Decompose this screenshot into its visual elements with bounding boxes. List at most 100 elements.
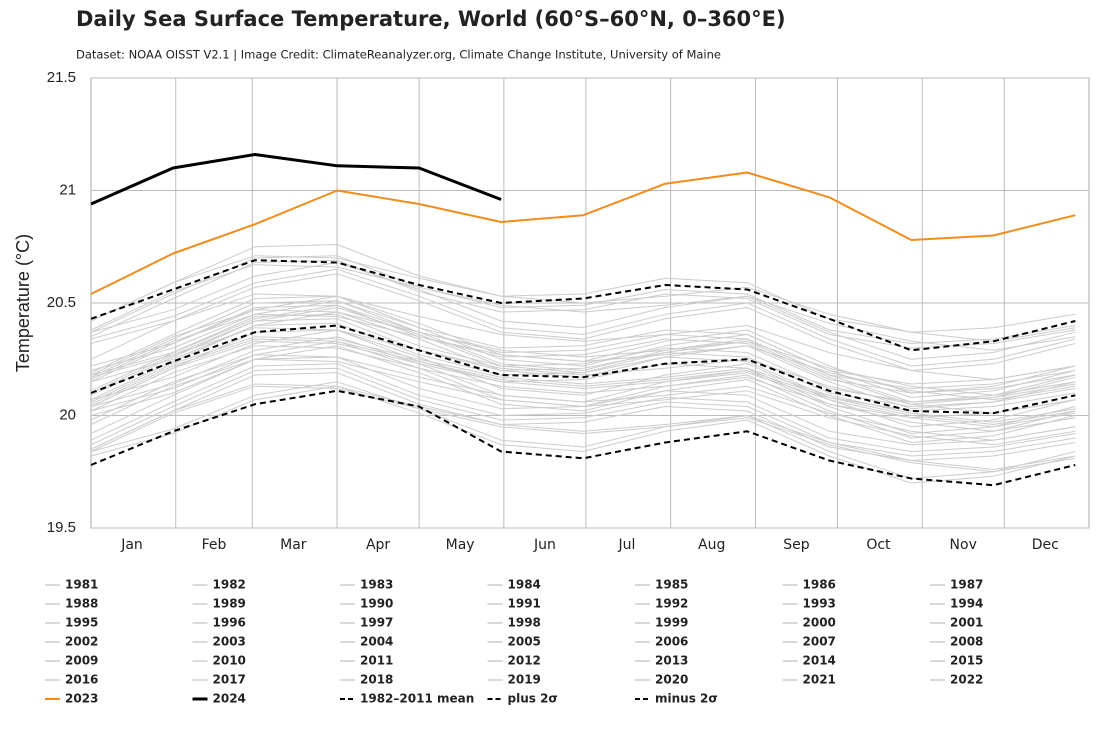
x-tick-label: Oct	[866, 537, 891, 553]
series-line	[90, 300, 1076, 398]
x-tick-label: Jun	[533, 537, 556, 553]
legend-label: 2024	[213, 692, 246, 706]
x-tick-label: Mar	[280, 537, 307, 553]
legend-label: 1992	[655, 597, 688, 611]
series-line	[90, 329, 1076, 428]
legend-label: 1982–2011 mean	[360, 692, 474, 706]
legend-label: 1986	[803, 578, 836, 592]
series-line	[90, 327, 1076, 414]
series-line	[90, 336, 1076, 423]
legend-label: 2021	[803, 673, 836, 687]
legend-label: 2011	[360, 654, 393, 668]
legend-label: 2012	[508, 654, 541, 668]
legend-label: 1989	[213, 597, 246, 611]
legend-label: 2019	[508, 673, 541, 687]
x-tick-label: Jan	[120, 537, 143, 553]
legend-label: 2005	[508, 635, 541, 649]
series-line	[90, 385, 1076, 484]
series-line	[90, 244, 1076, 333]
y-tick-label: 19.5	[47, 519, 76, 536]
series-line	[90, 295, 1076, 394]
series-line	[90, 324, 1076, 415]
legend-label: 2008	[950, 635, 983, 649]
legend-label: 1997	[360, 616, 393, 630]
series-line	[90, 367, 1076, 457]
series-line	[90, 318, 1076, 407]
y-axis-label: Temperature (°C)	[13, 234, 33, 372]
legend-label: 2023	[65, 692, 98, 706]
legend-label: 1982	[213, 578, 246, 592]
legend-label: 1984	[508, 578, 541, 592]
legend-label: 2007	[803, 635, 836, 649]
y-tick-label: 21	[59, 181, 76, 198]
legend-label: 1998	[508, 616, 541, 630]
series-line	[90, 259, 1076, 352]
legend-label: 1981	[65, 578, 98, 592]
legend-label: 1999	[655, 616, 688, 630]
legend-label: 2022	[950, 673, 983, 687]
x-tick-label: Nov	[950, 537, 977, 553]
legend-label: 2000	[803, 616, 836, 630]
legend-label: minus 2σ	[655, 692, 718, 706]
legend-label: 2013	[655, 654, 688, 668]
legend-label: 1983	[360, 578, 393, 592]
legend-label: 2001	[950, 616, 983, 630]
legend-label: 2006	[655, 635, 688, 649]
chart-title: Daily Sea Surface Temperature, World (60…	[76, 7, 786, 31]
legend-label: 1985	[655, 578, 688, 592]
x-tick-label: Dec	[1032, 537, 1059, 553]
legend-label: 1987	[950, 578, 983, 592]
series-line	[90, 264, 1076, 351]
series-line	[90, 322, 1076, 412]
series-line	[90, 304, 1076, 403]
legend-label: 1994	[950, 597, 983, 611]
legend-label: 1988	[65, 597, 98, 611]
series-line	[90, 389, 1076, 487]
legend-label: 2020	[655, 673, 688, 687]
series-line	[90, 273, 1076, 371]
x-tick-label: Feb	[202, 537, 227, 553]
y-tick-label: 21.5	[47, 69, 76, 86]
legend-label: 1993	[803, 597, 836, 611]
series-line	[90, 345, 1076, 432]
series-line	[90, 259, 1076, 349]
x-tick-label: May	[446, 537, 475, 553]
legend-label: 1990	[360, 597, 393, 611]
series-line	[90, 295, 1076, 385]
x-tick-label: Jul	[617, 537, 635, 553]
legend-label: 1995	[65, 616, 98, 630]
series-line	[90, 300, 1076, 389]
series-line	[90, 153, 502, 206]
legend-label: 2004	[360, 635, 393, 649]
series-line	[90, 385, 1076, 473]
series-line	[90, 268, 1076, 367]
chart-subtitle: Dataset: NOAA OISST V2.1 | Image Credit:…	[76, 48, 721, 62]
legend-label: 2014	[803, 654, 836, 668]
legend-label: 1991	[508, 597, 541, 611]
series-line	[90, 171, 1076, 295]
legend-label: 1996	[213, 616, 246, 630]
legend-label: plus 2σ	[508, 692, 558, 706]
x-tick-label: Sep	[783, 537, 810, 553]
series-line	[90, 338, 1076, 425]
legend-label: 2009	[65, 654, 98, 668]
series-line	[90, 340, 1076, 428]
x-tick-label: Aug	[698, 537, 725, 553]
series-line	[90, 358, 1076, 446]
y-tick-label: 20	[59, 406, 76, 423]
legend-label: 2017	[213, 673, 246, 687]
series-line	[90, 262, 1076, 360]
series-line	[90, 383, 1076, 470]
legend-label: 2003	[213, 635, 246, 649]
x-tick-label: Apr	[366, 537, 390, 553]
y-tick-label: 20.5	[47, 294, 76, 311]
series-line	[90, 255, 1076, 344]
legend-label: 2002	[65, 635, 98, 649]
series-line	[90, 255, 1076, 342]
legend-label: 2018	[360, 673, 393, 687]
series-line	[90, 372, 1076, 461]
legend-label: 2010	[213, 654, 246, 668]
series-line	[90, 363, 1076, 452]
